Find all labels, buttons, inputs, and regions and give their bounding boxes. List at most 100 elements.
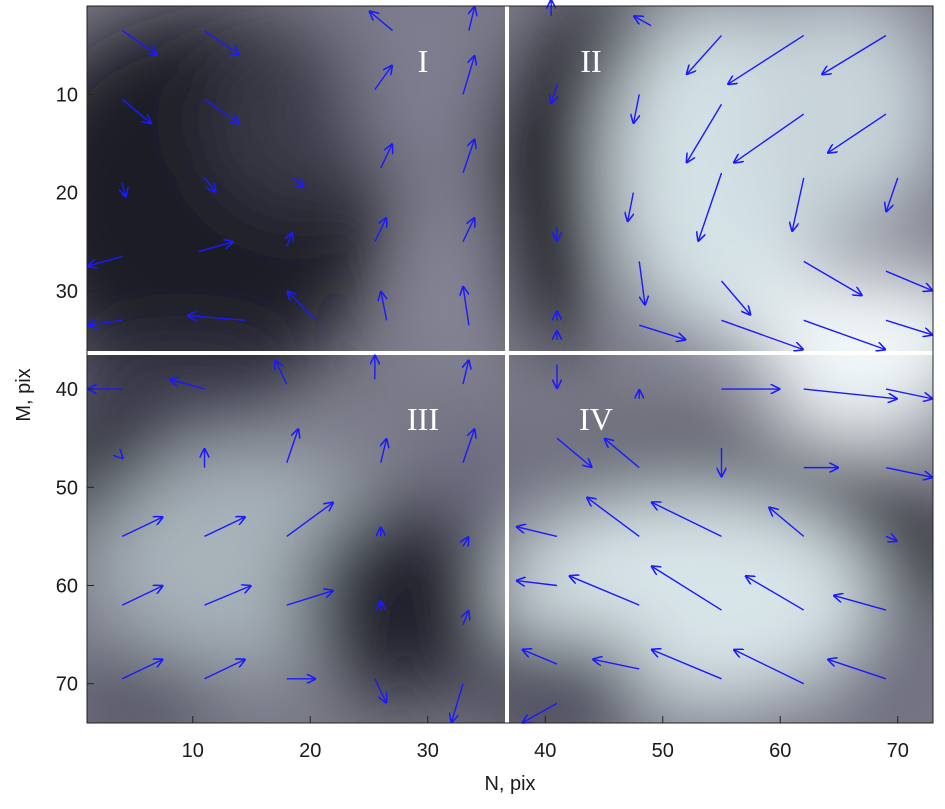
vector-arrow <box>686 34 723 74</box>
x-tick-label: 10 <box>182 740 204 762</box>
y-tick-label: 30 <box>56 281 78 303</box>
vector-arrow <box>885 466 933 478</box>
y-axis-title: M, pix <box>13 368 35 421</box>
quadrant-label-3: III <box>407 401 439 437</box>
vector-arrow <box>87 320 123 325</box>
vector-arrow <box>628 192 634 222</box>
vector-arrow <box>885 388 933 399</box>
vector-arrow <box>204 585 252 606</box>
vector-arrow <box>462 55 475 95</box>
vector-arrow <box>592 659 640 670</box>
quadrant-label-2: II <box>580 43 601 79</box>
vector-arrow <box>369 11 393 32</box>
vector-arrow <box>733 649 805 685</box>
vector-arrow <box>733 113 805 163</box>
vector-arrow <box>87 255 123 266</box>
vector-arrow <box>374 678 387 704</box>
x-tick-label: 30 <box>417 740 439 762</box>
y-tick-label: 10 <box>56 84 78 106</box>
vector-arrow <box>827 659 887 680</box>
vector-arrow <box>462 217 475 243</box>
vector-arrow <box>187 315 246 320</box>
quadrant-label-4: IV <box>579 401 613 437</box>
plot-area: I II III IV <box>10 0 945 750</box>
vector-arrow <box>522 702 558 723</box>
x-tick-label: 50 <box>652 740 674 762</box>
vector-arrows <box>87 0 933 723</box>
vector-arrow <box>286 590 334 606</box>
vector-arrow <box>198 242 234 253</box>
vector-arrow <box>463 360 469 385</box>
vector-arrow <box>633 16 652 27</box>
quadrant-label-1: I <box>418 43 429 79</box>
y-tick-label: 70 <box>56 674 78 696</box>
vector-arrow <box>569 576 640 606</box>
y-axis: 10 20 30 40 50 60 70 <box>56 84 94 696</box>
vector-arrow <box>721 319 804 349</box>
vector-arrow <box>121 585 163 606</box>
vector-arrow <box>651 566 722 611</box>
vector-arrow <box>833 595 887 611</box>
vector-arrow <box>275 360 288 385</box>
vector-arrow <box>462 428 475 463</box>
vector-arrow <box>121 98 151 124</box>
vector-arrow <box>803 388 898 399</box>
y-tick-label: 20 <box>56 183 78 205</box>
vector-arrow <box>604 438 640 469</box>
vector-arrow <box>769 507 805 537</box>
quadrant-labels: I II III IV <box>407 43 613 437</box>
vector-arrow <box>720 280 751 315</box>
vector-arrow <box>463 286 470 326</box>
vector-arrow <box>516 581 558 586</box>
vector-arrow <box>374 65 393 90</box>
vector-arrow <box>551 84 557 105</box>
vector-arrow <box>556 437 592 467</box>
vector-arrow <box>204 517 246 538</box>
vector-arrow <box>462 139 475 174</box>
vector-arrow <box>522 649 558 665</box>
x-axis: 10 20 30 40 50 60 70 <box>182 716 909 762</box>
vector-arrow <box>803 260 863 295</box>
vector-arrow <box>451 683 464 723</box>
vector-arrow <box>204 29 240 56</box>
vector-arrow <box>469 6 475 31</box>
vector-arrow <box>380 144 393 169</box>
y-tick-label: 50 <box>56 477 78 499</box>
vector-arrow <box>827 113 887 153</box>
vector-arrow <box>169 379 205 390</box>
vector-arrow <box>121 659 163 680</box>
vector-arrow <box>639 324 686 340</box>
vector-arrow <box>821 34 887 74</box>
vector-arrow <box>286 428 299 463</box>
y-tick-label: 60 <box>56 575 78 597</box>
vector-arrow <box>121 29 157 56</box>
vector-arrow <box>638 261 645 305</box>
vector-arrow <box>651 649 722 680</box>
vector-arrow <box>803 319 886 349</box>
vector-arrow <box>121 517 163 538</box>
x-tick-label: 40 <box>534 740 556 762</box>
vector-arrow <box>463 536 469 546</box>
vector-arrow <box>374 217 387 243</box>
vector-arrow <box>204 659 246 680</box>
x-axis-title: N, pix <box>484 773 535 795</box>
x-tick-label: 70 <box>887 740 909 762</box>
vector-arrow <box>727 34 805 84</box>
vector-arrow <box>286 502 334 537</box>
vector-arrow <box>586 497 640 537</box>
plot-frame <box>86 5 934 724</box>
x-tick-label: 60 <box>769 740 791 762</box>
vector-arrow <box>686 103 723 163</box>
vector-arrow <box>886 177 899 212</box>
vector-arrow <box>381 438 387 463</box>
vector-arrow <box>885 536 898 541</box>
vector-arrow <box>463 610 469 626</box>
vector-arrow <box>516 527 558 538</box>
vector-arrow <box>698 172 723 242</box>
vector-arrow <box>292 177 305 188</box>
vector-arrow <box>633 94 639 123</box>
vector-arrow <box>651 502 722 538</box>
vector-arrow <box>203 177 217 193</box>
vector-arrow <box>204 98 240 124</box>
